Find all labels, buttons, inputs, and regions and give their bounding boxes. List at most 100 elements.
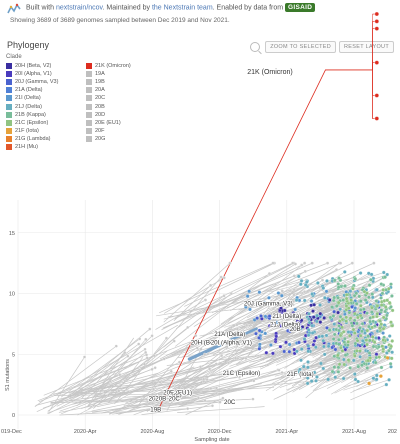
tree-tip[interactable]	[374, 377, 379, 382]
tree-tip[interactable]	[374, 355, 379, 360]
tree-tip[interactable]	[360, 338, 365, 343]
tree-tip[interactable]	[297, 340, 301, 345]
tree-tip[interactable]	[298, 282, 303, 287]
tree-tip[interactable]	[360, 342, 365, 347]
tree-tip[interactable]	[257, 336, 261, 340]
tree-tip[interactable]	[267, 324, 272, 328]
tree-tip[interactable]	[254, 331, 258, 336]
tree-tip[interactable]	[330, 369, 335, 374]
tree-tip[interactable]	[292, 274, 296, 278]
tree-tip[interactable]	[325, 326, 329, 330]
tree-tip[interactable]	[259, 314, 263, 318]
tree-tip[interactable]	[336, 300, 341, 305]
tree-tip[interactable]	[292, 327, 297, 332]
tree-tip[interactable]	[353, 306, 358, 310]
tree-tip[interactable]	[363, 298, 368, 302]
tree-tip[interactable]	[374, 336, 378, 340]
tree-tip[interactable]	[220, 354, 224, 358]
legend-item[interactable]: 21C (Epsilon)	[6, 119, 48, 127]
tree-tip[interactable]	[248, 307, 252, 312]
tree-tip[interactable]	[324, 289, 329, 294]
tree-tip[interactable]	[309, 299, 314, 303]
tree-tip[interactable]	[383, 305, 388, 309]
tree-tip[interactable]	[381, 315, 386, 320]
tree-tip[interactable]	[138, 337, 142, 341]
tree-tip[interactable]	[158, 380, 162, 384]
tree-tip[interactable]	[298, 327, 303, 331]
tree-tip[interactable]	[381, 326, 386, 331]
nextstrain-ncov-link[interactable]: nextstrain/ncov	[55, 4, 103, 12]
tree-tip[interactable]	[287, 342, 292, 347]
tree-tip[interactable]	[378, 374, 383, 379]
tree-tip[interactable]	[302, 286, 307, 290]
tree-tip[interactable]	[372, 261, 376, 265]
tree-tip[interactable]	[349, 298, 354, 303]
legend-item[interactable]: 20I (Alpha, V1)	[6, 70, 52, 78]
tree-tip[interactable]	[364, 338, 369, 342]
tree-tip[interactable]	[381, 288, 386, 292]
tree-tip[interactable]	[257, 290, 262, 295]
tree-tip[interactable]	[280, 289, 284, 293]
tree-tip[interactable]	[271, 261, 275, 265]
tree-tip[interactable]	[292, 351, 297, 356]
tree-tip[interactable]	[387, 378, 391, 382]
legend-item[interactable]: 20B	[86, 103, 105, 111]
tree-tip[interactable]	[371, 376, 376, 381]
legend-item[interactable]: 20G	[86, 135, 105, 143]
tree-tip[interactable]	[271, 351, 275, 356]
tree-tip[interactable]	[309, 303, 313, 308]
tree-tip[interactable]	[354, 301, 359, 306]
tree-tip[interactable]	[383, 309, 388, 314]
tree-tip[interactable]	[353, 341, 358, 346]
tree-tip[interactable]	[337, 319, 342, 323]
tree-tip[interactable]	[198, 365, 203, 369]
tree-tip[interactable]	[310, 292, 314, 296]
tree-tip[interactable]	[379, 308, 384, 312]
tree-tip[interactable]	[330, 305, 334, 309]
tree-tip[interactable]	[389, 344, 393, 349]
tree-tip[interactable]	[344, 296, 349, 301]
tree-tip[interactable]	[214, 362, 218, 366]
tree-tip[interactable]	[306, 360, 310, 364]
tree-tip[interactable]	[350, 261, 354, 265]
tree-tip[interactable]	[237, 375, 241, 379]
tree-tip[interactable]	[371, 344, 376, 349]
zoom-to-selected-button[interactable]: ZOOM TO SELECTED	[265, 41, 337, 53]
tree-tip[interactable]	[344, 319, 349, 323]
tree-tip[interactable]	[210, 404, 214, 408]
tree-tip[interactable]	[337, 328, 341, 333]
tree-tip[interactable]	[302, 337, 307, 341]
tree-tip[interactable]	[387, 334, 392, 338]
tree-tip[interactable]	[342, 362, 347, 367]
tree-tip[interactable]	[327, 298, 332, 302]
tree-tip[interactable]	[291, 261, 295, 265]
tree-tip[interactable]	[322, 316, 326, 320]
tree-tip[interactable]	[310, 261, 314, 265]
tree-tip[interactable]	[266, 363, 270, 367]
tree-tip[interactable]	[385, 351, 389, 355]
tree-tip[interactable]	[352, 354, 357, 358]
tree-tip[interactable]	[352, 331, 357, 335]
tree-tip[interactable]	[337, 324, 341, 328]
legend-item[interactable]: 21A (Delta)	[6, 86, 43, 94]
tree-tip[interactable]	[371, 319, 376, 324]
tree-tip[interactable]	[296, 274, 301, 279]
tree-tip[interactable]	[370, 325, 374, 330]
legend-item[interactable]: 19A	[86, 70, 105, 78]
tree-tip[interactable]	[305, 381, 310, 386]
tree-tip[interactable]	[151, 387, 156, 391]
tree-tip[interactable]	[338, 314, 343, 319]
reset-layout-button[interactable]: RESET LAYOUT	[339, 41, 394, 53]
tree-tip[interactable]	[252, 318, 257, 322]
tree-tip[interactable]	[358, 333, 363, 338]
tree-tip[interactable]	[367, 381, 372, 386]
legend-item[interactable]: 21H (Mu)	[6, 143, 38, 151]
tree-tip[interactable]	[365, 311, 369, 315]
tree-tip[interactable]	[360, 363, 364, 368]
tree-tip[interactable]	[388, 361, 393, 366]
tree-tip[interactable]	[277, 368, 281, 372]
tree-tip[interactable]	[276, 291, 281, 295]
tree-tip[interactable]	[374, 373, 379, 378]
tree-tip[interactable]	[257, 328, 262, 333]
